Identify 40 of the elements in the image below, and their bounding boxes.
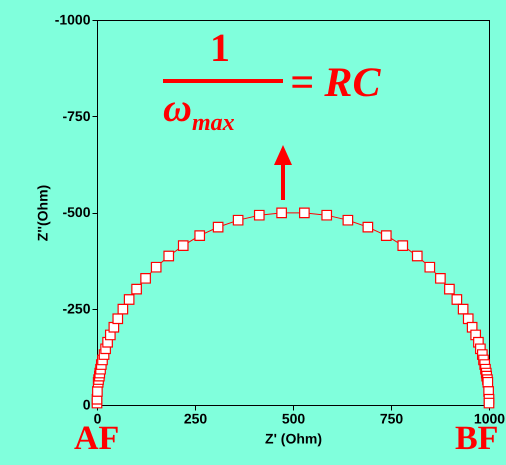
y-axis-title: Z''(Ohm): [34, 184, 51, 242]
point: [163, 250, 174, 262]
point: [112, 313, 124, 324]
point: [178, 240, 189, 251]
y-tick-label: -1000: [54, 12, 91, 28]
point: [194, 230, 206, 241]
annotation: ω$_{max}$: [163, 85, 235, 136]
point: [321, 210, 332, 221]
x-tick-label: 500: [282, 410, 306, 426]
point: [424, 262, 436, 273]
point: [362, 222, 374, 232]
point: [458, 304, 468, 314]
point: [299, 208, 310, 218]
x-tick-label: 250: [184, 410, 208, 426]
annotation: 1: [210, 25, 230, 70]
x-axis-title: Z' (Ohm): [265, 430, 322, 446]
point: [140, 272, 151, 284]
y-tick-label: -250: [62, 300, 91, 316]
point: [92, 386, 103, 397]
point: [435, 272, 446, 284]
point: [276, 208, 287, 218]
x-tick-label: 750: [380, 410, 404, 426]
point: [232, 214, 244, 226]
point: [484, 398, 494, 408]
point: [254, 210, 265, 221]
point: [118, 304, 128, 314]
point: [380, 230, 392, 241]
annotation: = RC: [290, 60, 380, 106]
point: [212, 222, 224, 232]
point: [444, 284, 455, 294]
point: [150, 262, 162, 273]
y-tick-label: -500: [62, 204, 91, 220]
y-tick-label: -750: [62, 108, 91, 124]
point: [342, 214, 354, 226]
y-tick-label: 0: [82, 396, 91, 412]
point: [412, 250, 423, 262]
point: [397, 240, 408, 251]
point: [452, 294, 462, 305]
point: [131, 284, 142, 294]
point: [124, 294, 134, 305]
